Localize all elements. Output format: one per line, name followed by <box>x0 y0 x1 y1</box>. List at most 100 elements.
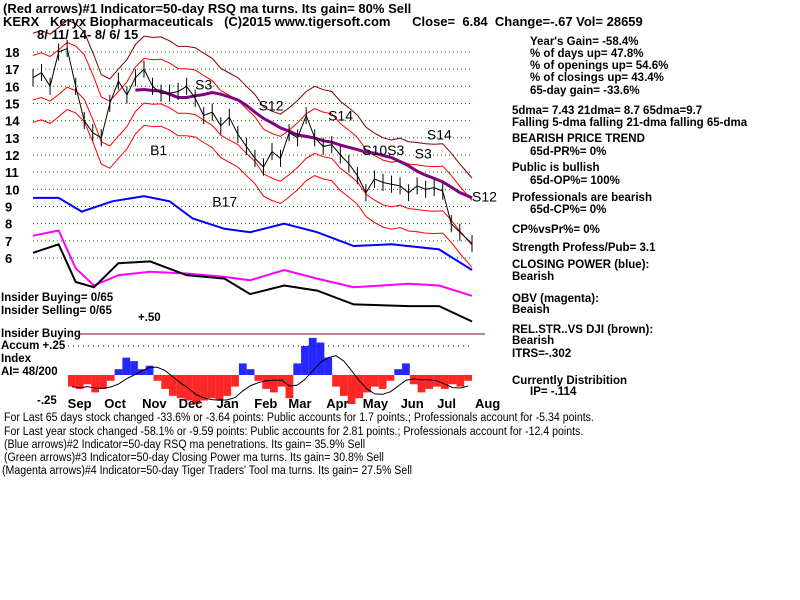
footer-blue-arrows: (Blue arrows)#2 Indicator=50-day RSQ ma … <box>4 439 366 451</box>
month-label: Jan <box>216 396 238 411</box>
signal-label: S12 <box>259 97 284 113</box>
accum-bar <box>332 375 340 387</box>
pros-status: Professionals are bearish <box>512 192 652 204</box>
obv-line <box>32 229 473 297</box>
distribution-status: Currently Distribition <box>512 375 628 387</box>
accum-bar <box>409 375 418 385</box>
closing-power-label: CLOSING POWER (blue): <box>512 259 650 271</box>
accum-bar <box>270 375 278 393</box>
month-label: Dec <box>179 396 203 411</box>
indicator-1-title: (Red arrows)#1 Indicator=50-day RSQ ma t… <box>3 1 412 16</box>
accum-bar <box>363 375 371 393</box>
itrs-value: ITRS=-.302 <box>512 348 572 360</box>
accum-bar <box>207 375 216 399</box>
price-tick-label: 13 <box>5 131 19 146</box>
accum-bar <box>137 369 146 375</box>
outer-upper-band <box>32 19 473 179</box>
signal-label: S14 <box>427 127 452 143</box>
dma-trend: Falling 5-dma falling 21-dma falling 65-… <box>512 117 748 129</box>
closing-power-value: Bearish <box>512 271 555 283</box>
accum-bar <box>371 375 379 387</box>
accum-bar <box>293 363 302 375</box>
price-tick-label: 10 <box>5 182 19 197</box>
insider-buying: Insider Buying= 0/65 <box>1 292 114 304</box>
accum-tick-plus50: +.50 <box>138 312 161 324</box>
accum-bar <box>394 369 403 375</box>
accum-bar <box>440 375 449 389</box>
relstr-value: Bearish <box>512 335 555 347</box>
gain-65: 65-day gain= -33.6% <box>530 85 640 97</box>
accum-bar <box>75 375 84 389</box>
accum-bar <box>176 375 185 399</box>
accum-bar <box>324 357 333 375</box>
accum-bar <box>464 375 472 381</box>
price-tick-label: 7 <box>5 234 12 249</box>
price-tick-label: 11 <box>5 165 19 180</box>
signal-label: S10S3 <box>362 142 404 158</box>
accum-bar <box>339 375 348 396</box>
insider-selling: Insider Selling= 0/65 <box>1 305 112 317</box>
price-trend: BEARISH PRICE TREND <box>512 133 645 145</box>
accum-bar <box>83 375 92 385</box>
closings-up: % of closings up= 43.4% <box>530 72 664 84</box>
month-label: Jun <box>401 396 424 411</box>
closing-power-line <box>33 195 473 271</box>
accum-bar <box>215 375 224 401</box>
days-up: % of days up= 47.8% <box>530 48 644 60</box>
accum-bar <box>130 361 138 375</box>
accum-bar <box>223 375 232 396</box>
outer-lower-band <box>32 108 473 268</box>
accum-bar <box>145 365 154 375</box>
lower-band <box>32 86 473 246</box>
price-tick-label: 18 <box>5 45 19 60</box>
cp-vs-pr: CP%vsPr%= 0% <box>512 224 600 236</box>
obv-label: OBV (magenta): <box>512 293 599 305</box>
accum-bar <box>122 357 131 375</box>
footer-green-arrows: (Green arrows)#3 Indicator=50-day Closin… <box>4 452 384 464</box>
public-status: Public is bullish <box>512 162 600 174</box>
relstr-label: REL.STR..VS DJI (brown): <box>512 324 654 336</box>
signal-label: B1 <box>150 142 167 158</box>
ip-value: IP= -.114 <box>530 386 577 398</box>
month-label: Oct <box>104 396 126 411</box>
month-label: Sep <box>68 396 92 411</box>
ma65-line <box>135 87 473 200</box>
index-label: Index <box>1 353 32 365</box>
accum-bar <box>355 375 364 399</box>
cp-value: 65d-CP%= 0% <box>530 204 607 216</box>
relstr-line <box>32 243 473 323</box>
accum-bar <box>285 375 294 399</box>
ai-value: AI= 48/200 <box>1 366 58 378</box>
price-tick-label: 9 <box>5 199 12 214</box>
price-tick-label: 6 <box>5 251 12 266</box>
price-tick-label: 15 <box>5 96 19 111</box>
accum-bar <box>91 375 100 393</box>
accum-bar <box>99 375 107 389</box>
op-value: 65d-OP%= 100% <box>530 175 620 187</box>
price-tick-label: 12 <box>5 148 19 163</box>
accum-bar <box>153 375 162 381</box>
accum-bar <box>262 375 270 389</box>
accum-bar <box>456 375 465 387</box>
insider-buying-label: Insider Buying <box>1 328 81 340</box>
footer-year: For Last year stock changed -58.1% or -9… <box>4 426 584 438</box>
signal-label: S3 <box>195 77 212 93</box>
years-gain: Year's Gain= -58.4% <box>530 36 639 48</box>
accum-bar <box>425 375 434 389</box>
accum-bar <box>200 375 208 401</box>
accum-bar <box>254 375 263 381</box>
month-label: Mar <box>288 396 311 411</box>
accum-bar <box>231 375 239 387</box>
price-tick-label: 8 <box>5 217 12 232</box>
accum-bar <box>106 375 115 381</box>
accum-bar <box>386 375 395 381</box>
month-label: Feb <box>254 396 277 411</box>
price-tick-label: 16 <box>5 79 19 94</box>
price-tick-label: 17 <box>5 62 19 77</box>
accum-bar <box>169 375 177 396</box>
accum-bar <box>114 369 123 375</box>
accum-bar <box>316 342 325 375</box>
stock-header: KERX Keryx Biopharmaceuticals (C)2015 ww… <box>3 14 643 29</box>
month-label: Apr <box>326 396 348 411</box>
